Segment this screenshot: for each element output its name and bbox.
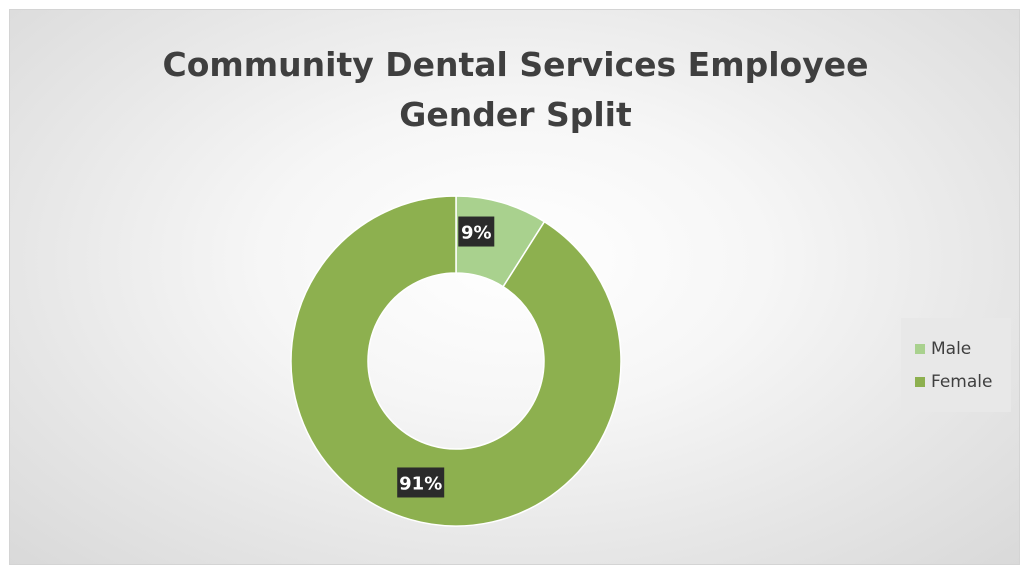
data-label-box-female xyxy=(397,467,445,498)
donut-chart: 9% 91% xyxy=(290,195,622,527)
legend-label-male: Male xyxy=(931,338,972,359)
data-label-text-female: 91% xyxy=(399,473,442,494)
legend-item-female[interactable]: Female xyxy=(915,365,1011,398)
slice-female[interactable] xyxy=(290,195,622,527)
donut-labels: 9% 91% xyxy=(397,216,495,498)
legend-label-female: Female xyxy=(931,371,993,392)
data-label-text-male: 9% xyxy=(461,223,492,244)
data-label-female: 91% xyxy=(397,467,445,498)
chart-title: Community Dental Services Employee Gende… xyxy=(162,45,869,134)
data-label-box-male xyxy=(458,216,495,247)
data-label-male: 9% xyxy=(458,216,495,247)
donut-slices xyxy=(290,195,622,527)
legend-swatch-male xyxy=(915,343,925,354)
chart-area: Community Dental Services Employee Gende… xyxy=(9,9,1020,565)
legend-item-male[interactable]: Male xyxy=(915,332,1011,365)
legend-swatch-female xyxy=(915,376,925,387)
legend: Male Female xyxy=(901,318,1011,412)
